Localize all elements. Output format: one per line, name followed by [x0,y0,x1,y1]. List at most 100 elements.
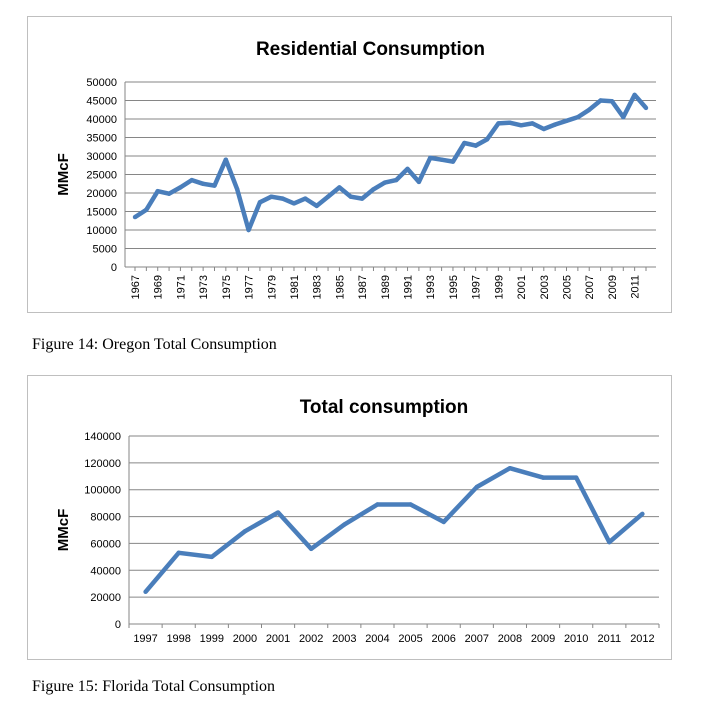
data-point [598,98,603,103]
data-point [518,123,524,128]
y-tick-label: 40000 [90,565,121,577]
y-tick-label: 10000 [86,225,117,237]
data-point [359,196,365,201]
x-tick-label: 2004 [365,633,389,645]
chart-residential-consumption: 0 5000 10000 15000 20000 25000 30000 35000 40000… [27,16,672,313]
data-point [223,157,229,162]
x-tick-label: 1977 [244,275,256,299]
data-point [348,194,353,199]
x-tick-label: 2007 [465,633,489,645]
data-point [473,143,478,148]
x-tick-label: 1998 [166,633,190,645]
data-point [496,121,501,126]
x-tick-label: 2002 [299,633,323,645]
y-tick-label: 25000 [86,170,117,182]
x-tick-label: 1999 [493,275,505,299]
x-tick-label: 1979 [266,275,278,299]
data-point [540,475,546,480]
data-point [439,157,444,162]
series-line [133,92,648,233]
chart-title: Residential Consumption [256,39,485,60]
x-tick-label: 2012 [630,633,654,645]
data-point [375,502,380,507]
x-tick-label: 1993 [425,275,437,299]
data-point [640,511,645,517]
x-tick-label: 2009 [531,633,555,645]
y-tick-label: 0 [115,619,121,631]
x-tick-label: 1997 [133,633,157,645]
data-point [575,114,581,120]
data-point [209,554,215,560]
x-tick-label: 1985 [334,275,346,299]
figure-caption: Figure 15: Florida Total Consumption [32,678,276,695]
x-tick-label: 1975 [221,275,233,299]
chart-title: Total consumption [300,397,469,418]
data-point [643,105,649,111]
y-tick-label: 50000 [86,77,117,89]
data-point [382,180,388,185]
x-tick-label: 1967 [130,275,142,299]
data-point [337,185,342,190]
data-point [474,484,480,490]
data-point [462,140,467,146]
y-tick-label: 20000 [86,188,117,200]
figure-caption: Figure 14: Oregon Total Consumption [32,336,277,353]
data-point [257,200,263,205]
x-tick-label: 1995 [448,275,460,299]
data-point [541,126,546,132]
data-point [573,475,579,480]
data-point [371,187,376,192]
x-tick-label: 1969 [153,275,165,299]
data-point [607,539,612,545]
data-point [200,181,206,186]
data-point [303,196,308,201]
x-tick-label: 2005 [562,275,574,299]
data-point [280,196,285,201]
data-point [621,114,626,120]
x-tick-label: 1997 [471,275,483,299]
y-tick-label: 30000 [86,151,117,163]
data-point [291,201,297,206]
data-point [275,510,281,515]
y-tick-label: 40000 [86,114,117,126]
y-tick-label: 120000 [84,458,121,470]
y-tick-label: 35000 [86,133,117,145]
data-point [212,183,217,188]
data-point [189,177,194,183]
x-tick-label: 2010 [564,633,588,645]
y-axis-label: MMcF [55,509,72,552]
x-tick-label: 2005 [398,633,422,645]
data-point [428,155,433,161]
x-tick-label: 1989 [380,275,392,299]
data-point [235,187,240,192]
y-tick-label: 80000 [90,512,121,524]
y-axis-label: MMcF [55,153,72,196]
x-tick-label: 1999 [200,633,224,645]
y-tick-label: 60000 [90,538,121,550]
data-point [552,122,558,127]
x-tick-label: 2006 [431,633,455,645]
y-tick-label: 140000 [84,431,121,443]
data-point [342,522,347,527]
y-tick-label: 100000 [84,485,121,497]
data-point [405,166,410,172]
x-tick-label: 2008 [498,633,522,645]
chart-svg: 0 5000 10000 15000 20000 25000 30000 35000 40000… [55,39,656,299]
data-point [166,191,172,196]
data-point [416,179,422,185]
data-point [450,159,456,164]
data-point [564,118,569,124]
x-tick-label: 2011 [630,275,642,299]
y-tick-label: 0 [111,262,117,274]
data-point [246,227,251,233]
series-line [143,465,644,594]
x-tick-label: 1971 [175,275,187,299]
data-point [176,550,181,556]
y-tick-label: 15000 [86,207,117,219]
data-point [393,177,399,183]
data-point [155,188,160,194]
data-point [242,529,248,534]
data-point [632,92,637,98]
data-point [269,194,274,199]
x-tick-label: 2001 [266,633,290,645]
